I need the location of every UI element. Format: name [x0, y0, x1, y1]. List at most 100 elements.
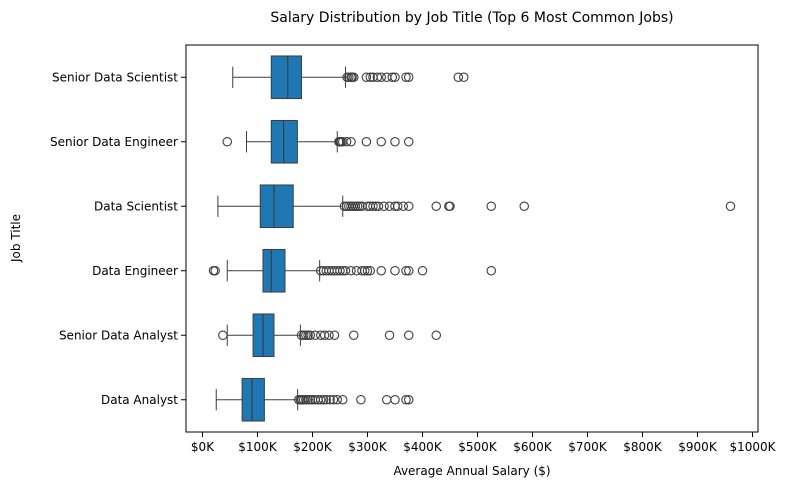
outlier-point	[390, 72, 400, 83]
outlier-point	[222, 137, 233, 147]
outlier-point	[346, 137, 356, 147]
outlier-point	[390, 394, 400, 405]
outlier-point	[361, 72, 372, 83]
outlier-point	[356, 394, 366, 405]
box-senior-data-engineer	[270, 119, 298, 164]
outlier-point	[310, 330, 320, 340]
x-tick-label: $100K	[238, 440, 278, 454]
x-tick-label: $500K	[458, 440, 498, 454]
box-group-data-analyst	[215, 377, 414, 422]
outlier-point	[403, 201, 414, 212]
outlier-point	[403, 137, 414, 147]
y-tick-label: Senior Data Scientist	[52, 70, 178, 84]
outlier-point	[376, 265, 386, 276]
outlier-point	[365, 265, 375, 276]
box-data-analyst	[241, 377, 265, 422]
x-axis-label: Average Annual Salary ($)	[393, 464, 550, 478]
box-senior-data-scientist	[270, 55, 302, 100]
outlier-point	[340, 265, 351, 276]
outlier-point	[379, 201, 389, 212]
outlier-point	[335, 265, 345, 276]
x-tick-label: $600K	[513, 440, 553, 454]
outlier-point	[390, 137, 400, 147]
plot-frame	[185, 44, 759, 433]
y-tick-label: Data Analyst	[101, 393, 178, 407]
box-group-senior-data-scientist	[232, 55, 469, 100]
box-group-data-scientist	[217, 184, 736, 229]
outlier-point	[390, 265, 400, 276]
x-tick-label: $200K	[293, 440, 333, 454]
x-axis: $0K $100K $200K $300K $400K $500K $600K $700K $8…	[191, 432, 777, 454]
outlier-point	[341, 137, 352, 147]
x-tick-label: $300K	[348, 440, 388, 454]
outlier-point	[337, 394, 348, 405]
x-tick-label: $800K	[623, 440, 663, 454]
outlier-point	[401, 394, 411, 405]
outlier-point	[372, 72, 383, 83]
outlier-point	[365, 72, 375, 83]
outlier-point	[519, 201, 529, 212]
y-tick-label: Senior Data Engineer	[50, 135, 178, 149]
outlier-point	[403, 394, 414, 405]
box-group-data-engineer	[208, 248, 496, 293]
outlier-point	[403, 72, 414, 83]
outlier-point	[362, 265, 373, 276]
box-data-scientist	[259, 184, 294, 229]
outlier-point	[417, 265, 428, 276]
outlier-point	[315, 394, 326, 405]
outlier-point	[305, 330, 316, 340]
outlier-point	[346, 265, 356, 276]
outlier-point	[401, 72, 411, 83]
outlier-point	[431, 201, 441, 212]
y-tick-label: Data Scientist	[94, 199, 178, 213]
x-tick-label: $400K	[403, 440, 443, 454]
box-group-senior-data-analyst	[218, 313, 441, 358]
outlier-point	[401, 265, 411, 276]
outlier-point	[725, 201, 736, 212]
outlier-point	[361, 137, 372, 147]
x-tick-label: $0K	[191, 440, 215, 454]
outlier-point	[381, 394, 392, 405]
chart-title: Salary Distribution by Job Title (Top 6 …	[270, 10, 673, 26]
outlier-point	[318, 394, 329, 405]
outlier-point	[218, 330, 228, 340]
box-data-engineer	[262, 248, 286, 293]
outlier-point	[348, 72, 359, 83]
outlier-point	[403, 330, 414, 340]
outlier-point	[373, 201, 384, 212]
y-tick-label: Data Engineer	[92, 264, 178, 278]
outlier-point	[486, 201, 496, 212]
y-tick-label: Senior Data Analyst	[59, 328, 178, 342]
outlier-point	[368, 201, 378, 212]
box-group-senior-data-engineer	[222, 119, 414, 164]
outlier-point	[453, 72, 463, 83]
outlier-point	[398, 201, 408, 212]
x-tick-label: $700K	[568, 440, 608, 454]
outlier-point	[458, 72, 469, 83]
outlier-point	[348, 330, 359, 340]
outlier-point	[319, 330, 330, 340]
outlier-point	[376, 137, 386, 147]
outlier-point	[210, 265, 220, 276]
outlier-point	[325, 394, 335, 405]
x-tick-label: $1000K	[729, 440, 776, 454]
outlier-point	[445, 201, 455, 212]
outlier-point	[384, 330, 395, 340]
y-axis: Senior Data Scientist Senior Data Enginee…	[50, 70, 186, 407]
outlier-point	[392, 201, 403, 212]
outlier-point	[431, 330, 441, 340]
outlier-point	[403, 265, 414, 276]
y-axis-label: Job Title	[9, 214, 23, 263]
outlier-point	[321, 394, 331, 405]
outlier-point	[376, 72, 386, 83]
outlier-point	[332, 394, 342, 405]
outlier-point	[359, 265, 370, 276]
outlier-point	[324, 330, 334, 340]
outlier-point	[486, 265, 496, 276]
outlier-point	[328, 394, 339, 405]
outlier-point	[387, 72, 397, 83]
x-tick-label: $900K	[678, 440, 718, 454]
outlier-point	[329, 330, 340, 340]
plot-area	[208, 55, 736, 422]
